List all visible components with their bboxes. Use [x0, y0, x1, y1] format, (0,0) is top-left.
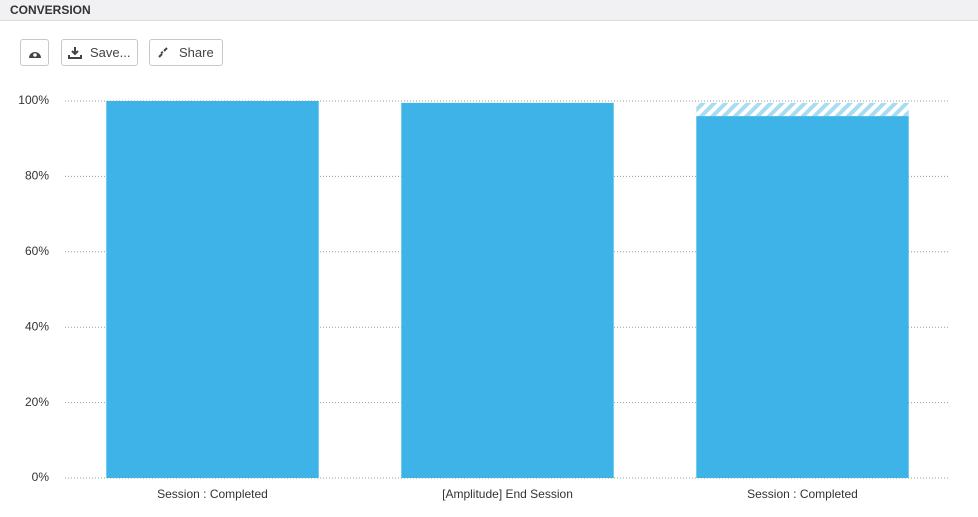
- bar: [696, 116, 909, 478]
- save-button[interactable]: Save...: [61, 39, 138, 66]
- share-button[interactable]: Share: [149, 39, 223, 66]
- header-title: CONVERSION: [10, 3, 91, 17]
- y-tick-label: 80%: [25, 169, 49, 183]
- dashboard-button[interactable]: [20, 39, 49, 66]
- y-tick-label: 40%: [25, 319, 49, 333]
- y-tick-label: 20%: [25, 395, 49, 409]
- y-tick-label: 60%: [25, 244, 49, 258]
- x-tick-label: Session : Completed: [747, 487, 858, 501]
- share-label: Share: [179, 45, 214, 60]
- y-tick-label: 0%: [32, 470, 50, 484]
- x-tick-label: [Amplitude] End Session: [442, 487, 573, 501]
- y-tick-label: 100%: [18, 93, 49, 107]
- header: CONVERSION: [0, 0, 978, 21]
- bar: [401, 102, 614, 478]
- dashboard-icon: [28, 51, 41, 58]
- save-label: Save...: [90, 45, 131, 60]
- save-icon: [68, 47, 82, 59]
- x-tick-label: Session : Completed: [157, 487, 268, 501]
- bar: [106, 101, 319, 478]
- share-icon: [158, 47, 168, 58]
- bar-dropoff: [696, 102, 909, 117]
